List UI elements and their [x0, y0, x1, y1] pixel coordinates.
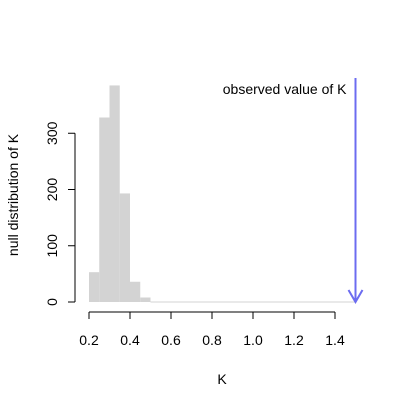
x-axis: 0.2 0.4 0.6 0.8 1.0 1.2 1.4 [79, 312, 345, 348]
y-tick-label-3: 300 [44, 121, 60, 145]
histogram-bar-1 [99, 118, 109, 303]
y-tick-label-1: 100 [44, 234, 60, 258]
y-tick-label-0: 0 [44, 298, 60, 306]
observed-value-annotation: observed value of K [223, 78, 363, 302]
x-tick-label-1: 0.4 [120, 332, 140, 348]
histogram-bar-2 [110, 85, 120, 302]
x-tick-label-3: 0.8 [202, 332, 222, 348]
observed-value-label: observed value of K [223, 81, 347, 97]
y-axis-label: null distribution of K [5, 133, 21, 256]
histogram-bar-4 [130, 282, 140, 302]
x-tick-label-0: 0.2 [79, 332, 99, 348]
histogram-bar-3 [120, 193, 130, 302]
histogram-bars [89, 85, 356, 302]
y-axis: 0 100 200 300 [44, 121, 75, 306]
histogram-bar-5 [140, 298, 150, 303]
x-axis-label: K [217, 371, 227, 387]
x-tick-label-6: 1.4 [325, 332, 345, 348]
y-tick-label-2: 200 [44, 178, 60, 202]
x-tick-label-5: 1.2 [284, 332, 304, 348]
x-tick-label-4: 1.0 [243, 332, 263, 348]
histogram-bar-0 [89, 272, 99, 302]
x-tick-label-2: 0.6 [161, 332, 181, 348]
